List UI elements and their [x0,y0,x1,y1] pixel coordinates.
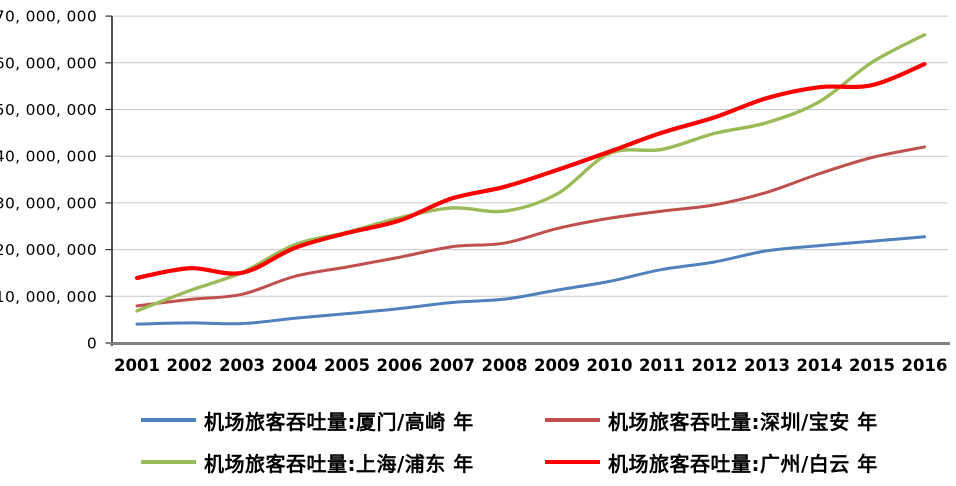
x-axis-label: 2004 [272,356,318,375]
legend-label: 机场旅客吞吐量:广州/白云 年 [608,451,878,476]
series-line-xiamen-gaoqi [135,235,926,326]
x-axis-label: 2006 [377,356,423,375]
x-axis-label: 2005 [324,356,370,375]
series-line-shenzhen-baoan [135,145,926,308]
x-axis-label: 2007 [429,356,475,375]
y-axis-label: 70, 000, 000 [0,8,97,26]
legend-line-swatch [545,460,600,464]
legend-item-shanghai-pudong: 机场旅客吞吐量:上海/浦东 年 [141,449,474,476]
x-axis-label: 2001 [114,356,160,375]
legend-label: 机场旅客吞吐量:厦门/高崎 年 [204,409,474,434]
x-axis-label: 2014 [797,356,843,375]
y-axis-label: 0 [87,335,97,353]
legend-label: 机场旅客吞吐量:深圳/宝安 年 [608,409,878,434]
x-axis-label: 2013 [744,356,790,375]
x-axis-label: 2002 [167,356,213,375]
y-axis-label: 50, 000, 000 [0,101,97,119]
legend-item-guangzhou-baiyun: 机场旅客吞吐量:广州/白云 年 [545,449,878,476]
y-axis-label: 10, 000, 000 [0,288,97,306]
legend-label: 机场旅客吞吐量:上海/浦东 年 [204,451,474,476]
legend-line-swatch [141,418,196,422]
x-axis-label: 2003 [219,356,265,375]
series-line-shanghai-pudong [135,33,927,313]
x-axis-label: 2008 [482,356,528,375]
y-axis-label: 20, 000, 000 [0,241,97,259]
y-axis-label: 40, 000, 000 [0,148,97,166]
x-axis-label: 2016 [902,356,948,375]
y-axis-label: 30, 000, 000 [0,194,97,212]
x-axis-label: 2012 [692,356,738,375]
y-axis-label: 60, 000, 000 [0,54,97,72]
legend-item-shenzhen-baoan: 机场旅客吞吐量:深圳/宝安 年 [545,407,878,434]
x-axis-label: 2010 [587,356,633,375]
series-line-guangzhou-baiyun [134,61,927,280]
x-axis-label: 2009 [534,356,580,375]
legend-item-xiamen-gaoqi: 机场旅客吞吐量:厦门/高崎 年 [141,407,474,434]
x-axis-label: 2011 [639,356,685,375]
x-axis-label: 2015 [849,356,895,375]
legend-line-swatch [545,418,600,422]
legend-line-swatch [141,460,196,464]
